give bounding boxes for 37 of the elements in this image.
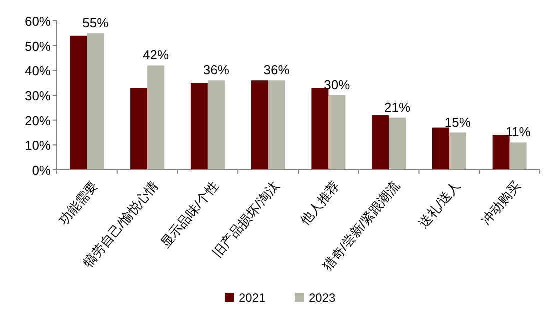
x-tick-label: 送礼/送人 xyxy=(416,178,464,231)
bar xyxy=(268,80,286,170)
x-tick-label: 功能需要 xyxy=(56,178,101,228)
bar xyxy=(208,80,225,170)
data-label: 36% xyxy=(264,62,290,78)
bar xyxy=(130,88,148,170)
bar xyxy=(372,115,390,170)
bar xyxy=(70,36,88,170)
data-label: 11% xyxy=(506,124,532,140)
legend-label: 2021 xyxy=(239,291,266,305)
data-label: 55% xyxy=(82,15,110,30)
legend-label: 2023 xyxy=(309,291,336,305)
bar xyxy=(449,132,466,170)
y-tick-label: 30% xyxy=(24,88,52,104)
y-tick-label: 20% xyxy=(24,113,52,128)
data-label: 30% xyxy=(324,78,351,92)
bar xyxy=(328,96,346,170)
bar xyxy=(87,33,104,170)
bar xyxy=(312,88,329,170)
bar xyxy=(492,135,510,170)
bar xyxy=(190,83,208,170)
y-tick-label: 0% xyxy=(32,163,52,178)
data-label: 36% xyxy=(203,62,230,78)
data-label: 21% xyxy=(384,100,412,115)
y-tick-label: 50% xyxy=(24,38,52,54)
x-tick-label: 冲动购买 xyxy=(478,178,524,228)
y-tick-label: 40% xyxy=(24,64,52,79)
bar xyxy=(389,118,406,170)
data-label: 15% xyxy=(444,114,472,130)
bar xyxy=(148,66,165,170)
data-label: 42% xyxy=(143,48,170,63)
bar xyxy=(510,142,527,170)
bar xyxy=(251,80,268,170)
y-tick-label: 60% xyxy=(24,14,52,29)
x-tick-label: 他人推荐 xyxy=(297,178,342,228)
y-tick-label: 10% xyxy=(24,138,52,154)
bar xyxy=(432,128,450,170)
